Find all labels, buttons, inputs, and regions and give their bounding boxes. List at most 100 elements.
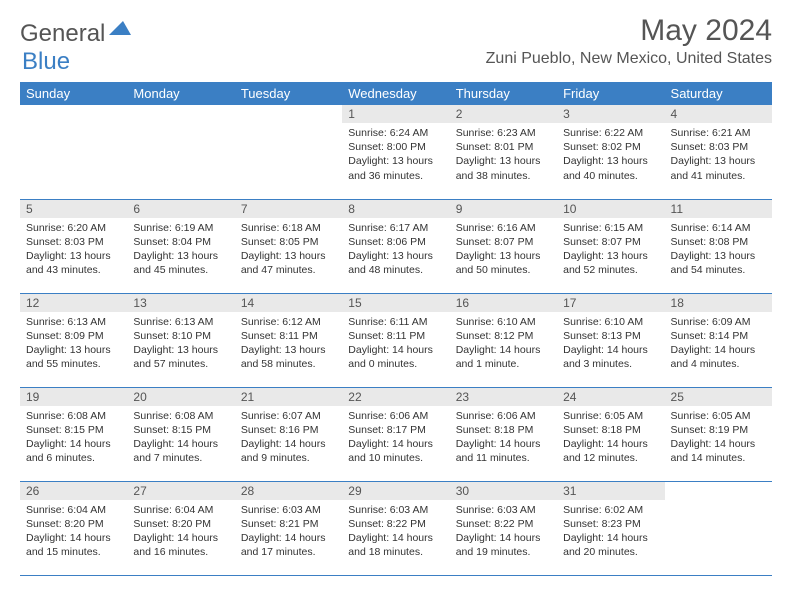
day-number: 28 bbox=[235, 482, 342, 500]
day-details: Sunrise: 6:04 AMSunset: 8:20 PMDaylight:… bbox=[127, 500, 234, 563]
calendar-day: 31Sunrise: 6:02 AMSunset: 8:23 PMDayligh… bbox=[557, 481, 664, 575]
day-number: 10 bbox=[557, 200, 664, 218]
calendar-day: 26Sunrise: 6:04 AMSunset: 8:20 PMDayligh… bbox=[20, 481, 127, 575]
calendar-day: 2Sunrise: 6:23 AMSunset: 8:01 PMDaylight… bbox=[450, 105, 557, 199]
calendar-day: 20Sunrise: 6:08 AMSunset: 8:15 PMDayligh… bbox=[127, 387, 234, 481]
day-number: 5 bbox=[20, 200, 127, 218]
calendar-day: 16Sunrise: 6:10 AMSunset: 8:12 PMDayligh… bbox=[450, 293, 557, 387]
calendar-day: 9Sunrise: 6:16 AMSunset: 8:07 PMDaylight… bbox=[450, 199, 557, 293]
day-details: Sunrise: 6:06 AMSunset: 8:17 PMDaylight:… bbox=[342, 406, 449, 469]
day-number: 12 bbox=[20, 294, 127, 312]
calendar-day: 21Sunrise: 6:07 AMSunset: 8:16 PMDayligh… bbox=[235, 387, 342, 481]
calendar-day: 12Sunrise: 6:13 AMSunset: 8:09 PMDayligh… bbox=[20, 293, 127, 387]
calendar-day: 10Sunrise: 6:15 AMSunset: 8:07 PMDayligh… bbox=[557, 199, 664, 293]
day-details: Sunrise: 6:17 AMSunset: 8:06 PMDaylight:… bbox=[342, 218, 449, 281]
calendar-day: 14Sunrise: 6:12 AMSunset: 8:11 PMDayligh… bbox=[235, 293, 342, 387]
calendar-day: 22Sunrise: 6:06 AMSunset: 8:17 PMDayligh… bbox=[342, 387, 449, 481]
calendar-day bbox=[665, 481, 772, 575]
day-details: Sunrise: 6:03 AMSunset: 8:22 PMDaylight:… bbox=[450, 500, 557, 563]
day-number: 4 bbox=[665, 105, 772, 123]
calendar-day: 29Sunrise: 6:03 AMSunset: 8:22 PMDayligh… bbox=[342, 481, 449, 575]
calendar-day: 5Sunrise: 6:20 AMSunset: 8:03 PMDaylight… bbox=[20, 199, 127, 293]
calendar-day: 24Sunrise: 6:05 AMSunset: 8:18 PMDayligh… bbox=[557, 387, 664, 481]
day-details: Sunrise: 6:23 AMSunset: 8:01 PMDaylight:… bbox=[450, 123, 557, 186]
calendar-day: 6Sunrise: 6:19 AMSunset: 8:04 PMDaylight… bbox=[127, 199, 234, 293]
day-number: 16 bbox=[450, 294, 557, 312]
day-details: Sunrise: 6:10 AMSunset: 8:12 PMDaylight:… bbox=[450, 312, 557, 375]
calendar-day: 3Sunrise: 6:22 AMSunset: 8:02 PMDaylight… bbox=[557, 105, 664, 199]
calendar-day: 23Sunrise: 6:06 AMSunset: 8:18 PMDayligh… bbox=[450, 387, 557, 481]
calendar-day: 28Sunrise: 6:03 AMSunset: 8:21 PMDayligh… bbox=[235, 481, 342, 575]
day-header: Sunday bbox=[20, 82, 127, 105]
day-number: 17 bbox=[557, 294, 664, 312]
day-number: 6 bbox=[127, 200, 234, 218]
day-number: 20 bbox=[127, 388, 234, 406]
location: Zuni Pueblo, New Mexico, United States bbox=[486, 50, 772, 68]
logo: General bbox=[20, 14, 133, 48]
day-details: Sunrise: 6:16 AMSunset: 8:07 PMDaylight:… bbox=[450, 218, 557, 281]
calendar-day: 15Sunrise: 6:11 AMSunset: 8:11 PMDayligh… bbox=[342, 293, 449, 387]
day-number: 15 bbox=[342, 294, 449, 312]
calendar-day: 7Sunrise: 6:18 AMSunset: 8:05 PMDaylight… bbox=[235, 199, 342, 293]
calendar-day: 18Sunrise: 6:09 AMSunset: 8:14 PMDayligh… bbox=[665, 293, 772, 387]
day-number: 3 bbox=[557, 105, 664, 123]
day-details: Sunrise: 6:13 AMSunset: 8:10 PMDaylight:… bbox=[127, 312, 234, 375]
calendar-day: 11Sunrise: 6:14 AMSunset: 8:08 PMDayligh… bbox=[665, 199, 772, 293]
calendar-day: 19Sunrise: 6:08 AMSunset: 8:15 PMDayligh… bbox=[20, 387, 127, 481]
day-number: 14 bbox=[235, 294, 342, 312]
calendar-day bbox=[20, 105, 127, 199]
calendar-body: 1Sunrise: 6:24 AMSunset: 8:00 PMDaylight… bbox=[20, 105, 772, 575]
calendar-day bbox=[235, 105, 342, 199]
day-details: Sunrise: 6:03 AMSunset: 8:21 PMDaylight:… bbox=[235, 500, 342, 563]
day-details: Sunrise: 6:02 AMSunset: 8:23 PMDaylight:… bbox=[557, 500, 664, 563]
day-header: Friday bbox=[557, 82, 664, 105]
day-details: Sunrise: 6:08 AMSunset: 8:15 PMDaylight:… bbox=[127, 406, 234, 469]
day-details: Sunrise: 6:24 AMSunset: 8:00 PMDaylight:… bbox=[342, 123, 449, 186]
calendar-table: SundayMondayTuesdayWednesdayThursdayFrid… bbox=[20, 82, 772, 576]
day-number: 13 bbox=[127, 294, 234, 312]
day-number: 27 bbox=[127, 482, 234, 500]
day-number: 18 bbox=[665, 294, 772, 312]
calendar-day: 1Sunrise: 6:24 AMSunset: 8:00 PMDaylight… bbox=[342, 105, 449, 199]
calendar-head: SundayMondayTuesdayWednesdayThursdayFrid… bbox=[20, 82, 772, 105]
month-year: May 2024 bbox=[486, 14, 772, 48]
day-number: 24 bbox=[557, 388, 664, 406]
day-details: Sunrise: 6:19 AMSunset: 8:04 PMDaylight:… bbox=[127, 218, 234, 281]
day-number: 8 bbox=[342, 200, 449, 218]
day-details: Sunrise: 6:20 AMSunset: 8:03 PMDaylight:… bbox=[20, 218, 127, 281]
day-details: Sunrise: 6:13 AMSunset: 8:09 PMDaylight:… bbox=[20, 312, 127, 375]
day-details: Sunrise: 6:05 AMSunset: 8:18 PMDaylight:… bbox=[557, 406, 664, 469]
day-number: 11 bbox=[665, 200, 772, 218]
day-number: 26 bbox=[20, 482, 127, 500]
logo-triangle-icon bbox=[109, 19, 131, 40]
day-header: Tuesday bbox=[235, 82, 342, 105]
day-details: Sunrise: 6:11 AMSunset: 8:11 PMDaylight:… bbox=[342, 312, 449, 375]
day-details: Sunrise: 6:12 AMSunset: 8:11 PMDaylight:… bbox=[235, 312, 342, 375]
day-number: 21 bbox=[235, 388, 342, 406]
calendar-day: 30Sunrise: 6:03 AMSunset: 8:22 PMDayligh… bbox=[450, 481, 557, 575]
calendar-day: 27Sunrise: 6:04 AMSunset: 8:20 PMDayligh… bbox=[127, 481, 234, 575]
day-details: Sunrise: 6:08 AMSunset: 8:15 PMDaylight:… bbox=[20, 406, 127, 469]
day-header-row: SundayMondayTuesdayWednesdayThursdayFrid… bbox=[20, 82, 772, 105]
calendar-day: 8Sunrise: 6:17 AMSunset: 8:06 PMDaylight… bbox=[342, 199, 449, 293]
day-details: Sunrise: 6:05 AMSunset: 8:19 PMDaylight:… bbox=[665, 406, 772, 469]
day-header: Thursday bbox=[450, 82, 557, 105]
day-details: Sunrise: 6:09 AMSunset: 8:14 PMDaylight:… bbox=[665, 312, 772, 375]
calendar-week: 12Sunrise: 6:13 AMSunset: 8:09 PMDayligh… bbox=[20, 293, 772, 387]
calendar-day: 4Sunrise: 6:21 AMSunset: 8:03 PMDaylight… bbox=[665, 105, 772, 199]
day-number: 9 bbox=[450, 200, 557, 218]
day-details: Sunrise: 6:07 AMSunset: 8:16 PMDaylight:… bbox=[235, 406, 342, 469]
day-number: 19 bbox=[20, 388, 127, 406]
day-number: 1 bbox=[342, 105, 449, 123]
logo-text-general: General bbox=[20, 20, 105, 48]
day-header: Saturday bbox=[665, 82, 772, 105]
day-details: Sunrise: 6:15 AMSunset: 8:07 PMDaylight:… bbox=[557, 218, 664, 281]
day-number: 2 bbox=[450, 105, 557, 123]
day-details: Sunrise: 6:04 AMSunset: 8:20 PMDaylight:… bbox=[20, 500, 127, 563]
title-block: May 2024 Zuni Pueblo, New Mexico, United… bbox=[486, 14, 772, 68]
calendar-week: 19Sunrise: 6:08 AMSunset: 8:15 PMDayligh… bbox=[20, 387, 772, 481]
calendar-day: 25Sunrise: 6:05 AMSunset: 8:19 PMDayligh… bbox=[665, 387, 772, 481]
day-details: Sunrise: 6:10 AMSunset: 8:13 PMDaylight:… bbox=[557, 312, 664, 375]
logo-text-blue: Blue bbox=[22, 48, 70, 75]
day-number: 25 bbox=[665, 388, 772, 406]
